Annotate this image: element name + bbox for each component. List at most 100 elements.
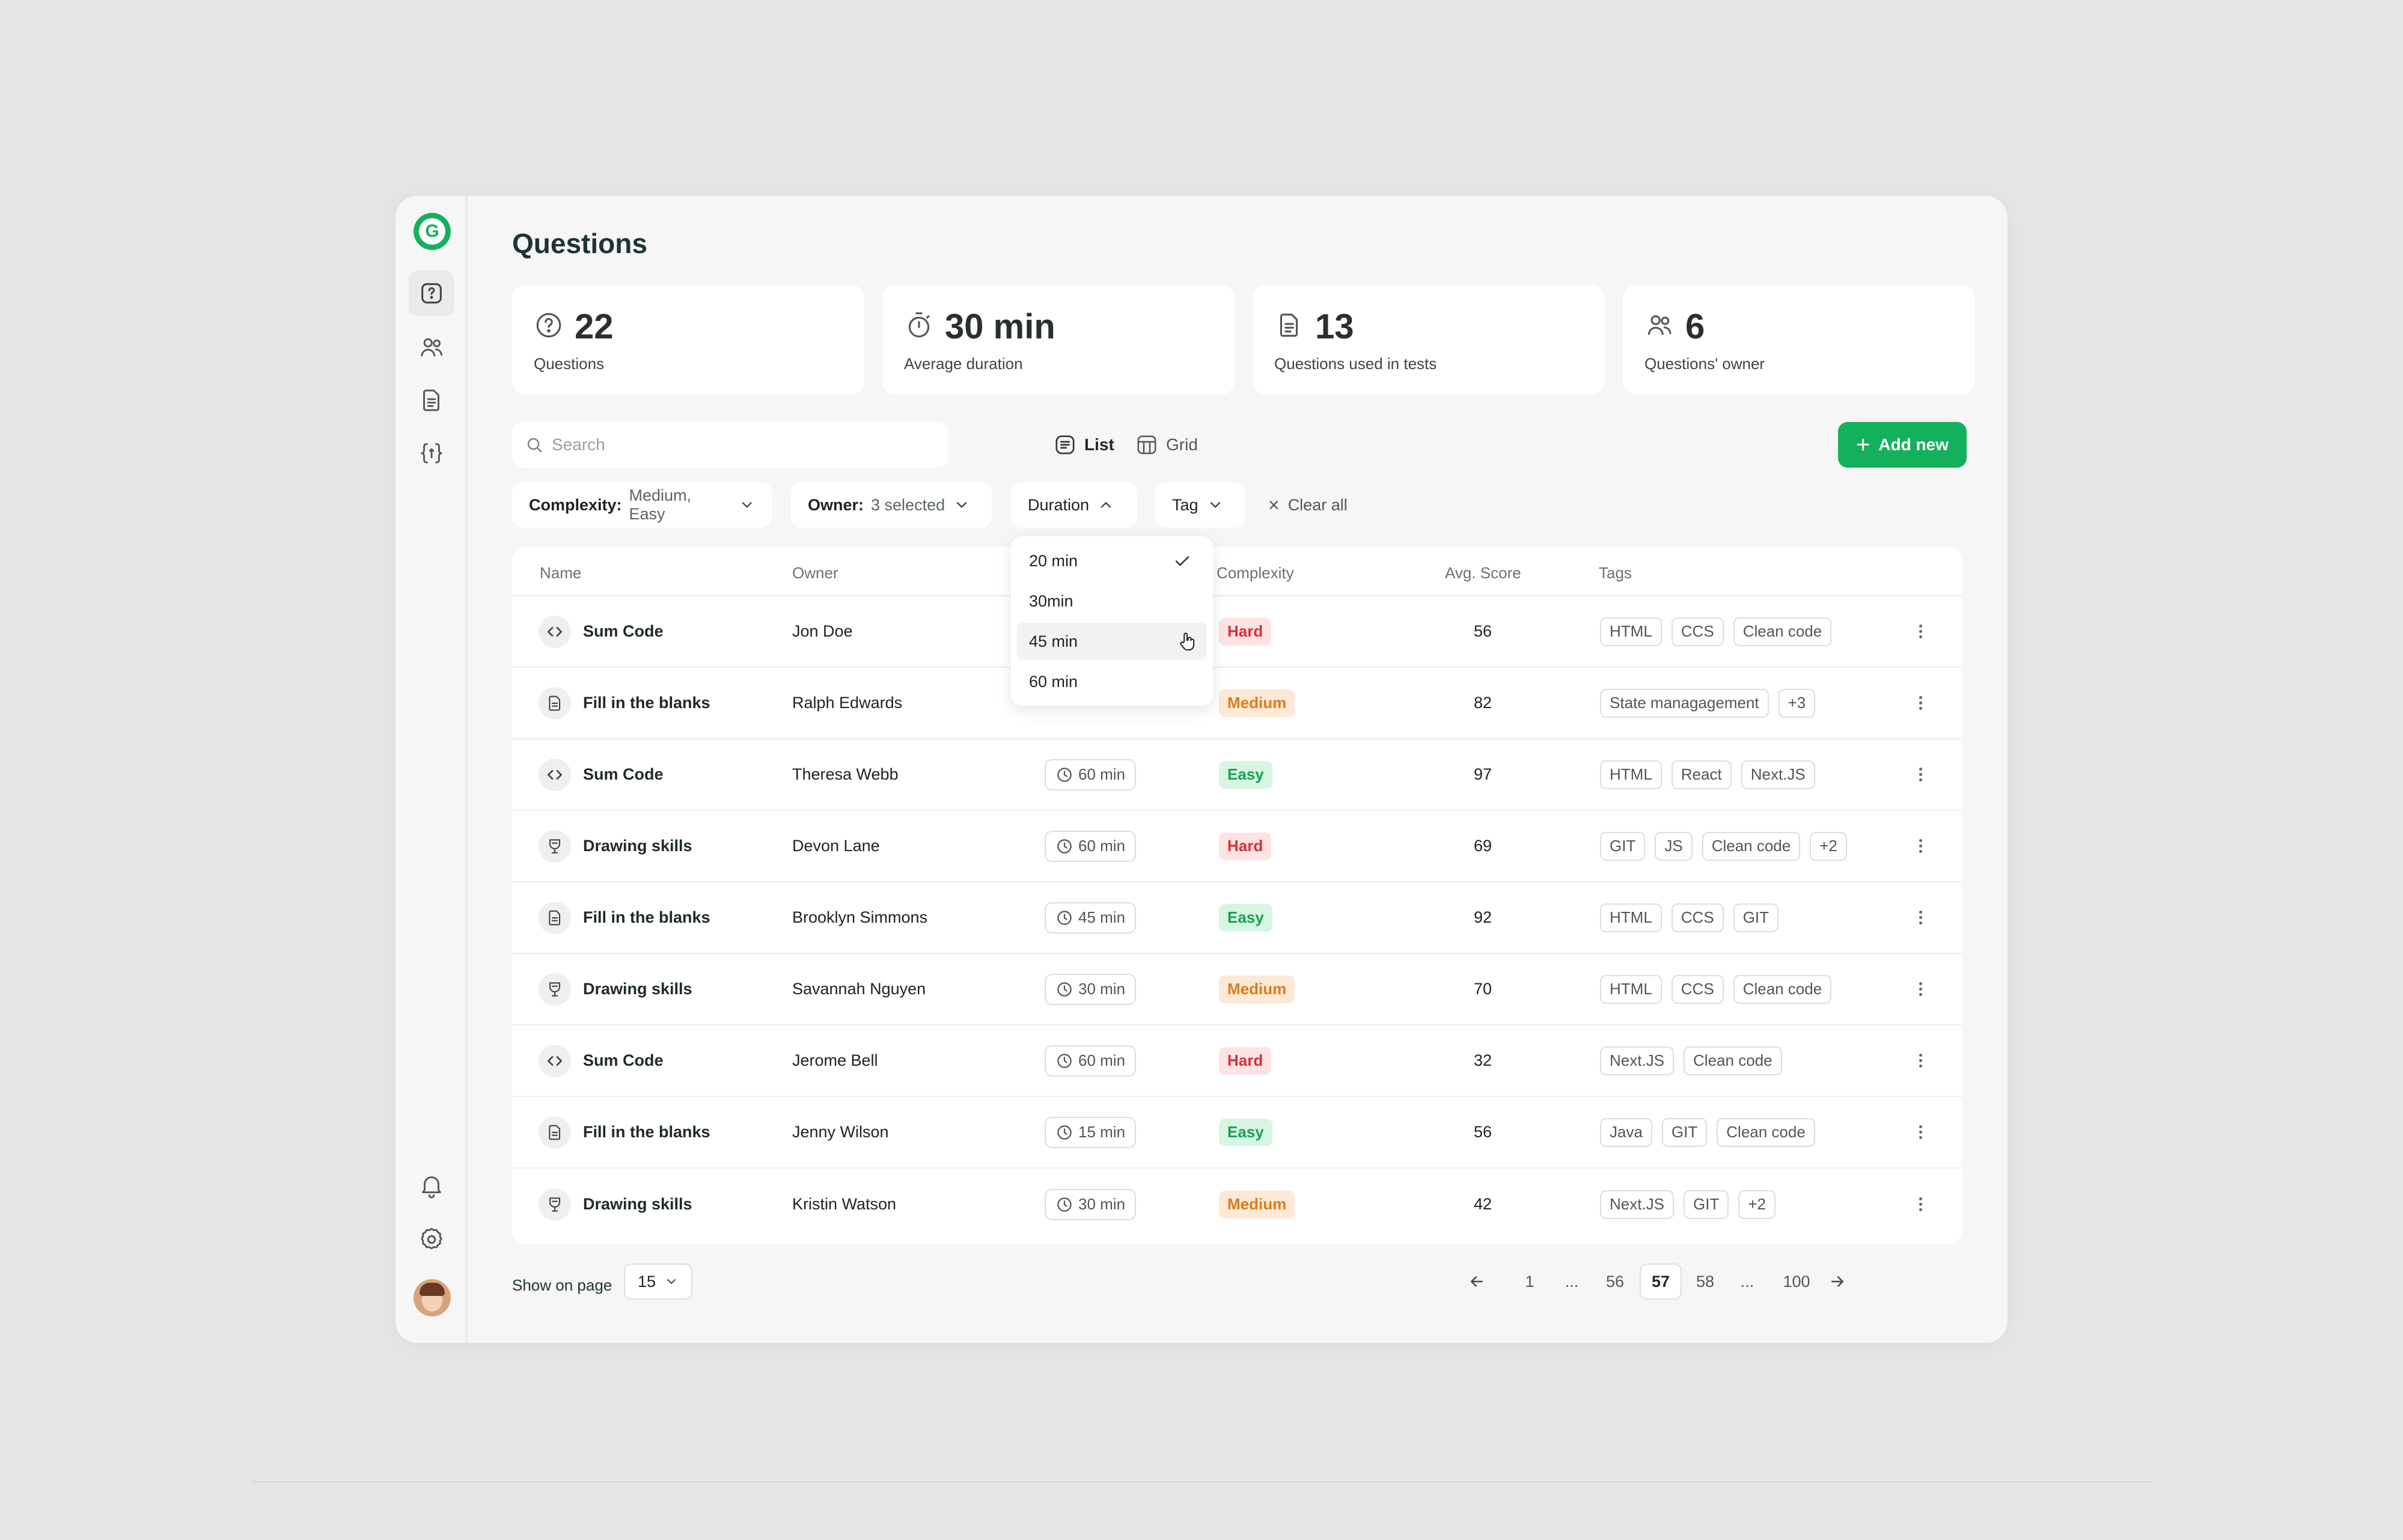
header-score[interactable]: Avg. Score xyxy=(1445,564,1521,582)
score-cell: 97 xyxy=(1474,765,1492,783)
page-button[interactable]: 100 xyxy=(1783,1272,1810,1291)
tag: State managagement xyxy=(1600,688,1769,718)
search-box[interactable] xyxy=(512,422,948,468)
score-cell: 82 xyxy=(1474,694,1492,712)
duration-option[interactable]: 20 min xyxy=(1017,542,1207,579)
sidebar-item-questions[interactable] xyxy=(409,270,454,316)
name-cell: Fill in the blanks xyxy=(539,1097,710,1167)
tags-cell: Java GIT Clean code xyxy=(1600,1097,1825,1167)
duration-option-hovered[interactable]: 45 min xyxy=(1017,623,1207,660)
tags-cell: HTML CCS Clean code xyxy=(1600,596,1841,667)
divider-line xyxy=(252,1481,2152,1482)
duration-cell: 45 min xyxy=(1045,882,1137,953)
settings-button[interactable] xyxy=(409,1217,454,1262)
table-row[interactable]: Drawing skills Kristin Watson 30 min Med… xyxy=(512,1169,1962,1240)
complexity-badge: Easy xyxy=(1219,1118,1272,1146)
header-name[interactable]: Name xyxy=(540,564,582,582)
row-menu-button[interactable] xyxy=(1911,954,1929,1024)
page-button[interactable]: 57 xyxy=(1640,1263,1682,1300)
code-braces-icon xyxy=(421,443,442,463)
tags-cell: HTML React Next.JS xyxy=(1600,739,1825,810)
filter-tag[interactable]: Tag xyxy=(1155,482,1245,528)
complexity-cell: Medium xyxy=(1219,954,1295,1024)
complexity-badge: Hard xyxy=(1219,617,1272,646)
question-name[interactable]: Sum Code xyxy=(583,622,664,640)
search-input[interactable] xyxy=(552,435,924,454)
table-row[interactable]: Fill in the blanks Brooklyn Simmons 45 m… xyxy=(512,882,1962,954)
notifications-button[interactable] xyxy=(409,1163,454,1208)
question-name[interactable]: Fill in the blanks xyxy=(583,1123,710,1141)
tag: Clean code xyxy=(1733,974,1832,1004)
question-name[interactable]: Sum Code xyxy=(583,765,664,783)
app-logo[interactable]: G xyxy=(414,213,451,250)
add-new-button[interactable]: + Add new xyxy=(1838,422,1967,468)
complexity-cell: Easy xyxy=(1219,739,1272,810)
sidebar-item-tests[interactable] xyxy=(409,377,454,423)
tag: JS xyxy=(1655,831,1693,861)
table-row[interactable]: Fill in the blanks Ralph Edwards Medium … xyxy=(512,668,1962,739)
question-name[interactable]: Fill in the blanks xyxy=(583,908,710,926)
page-button[interactable]: 1 xyxy=(1525,1272,1534,1291)
table-row[interactable]: Drawing skills Devon Lane 60 min Hard 69… xyxy=(512,811,1962,882)
row-menu-button[interactable] xyxy=(1911,668,1929,738)
next-page-button[interactable] xyxy=(1822,1263,1852,1300)
row-menu-button[interactable] xyxy=(1911,1025,1929,1096)
table-row[interactable]: Drawing skills Savannah Nguyen 30 min Me… xyxy=(512,954,1962,1025)
chevron-down-icon xyxy=(1210,502,1220,508)
row-menu-button[interactable] xyxy=(1911,811,1929,881)
avatar[interactable] xyxy=(414,1279,451,1316)
tag: HTML xyxy=(1600,617,1662,646)
clock-icon xyxy=(1057,910,1072,925)
header-complexity[interactable]: Complexity xyxy=(1217,564,1294,582)
stat-label: Questions' owner xyxy=(1644,355,1765,373)
row-menu-button[interactable] xyxy=(1911,1169,1929,1240)
table-row[interactable]: Fill in the blanks Jenny Wilson 15 min E… xyxy=(512,1097,1962,1169)
table-row[interactable]: Sum Code Jerome Bell 60 min Hard 32 Next… xyxy=(512,1025,1962,1097)
duration-value: 30 min xyxy=(1078,980,1126,998)
page-ellipsis: ... xyxy=(1740,1272,1754,1291)
score-cell: 56 xyxy=(1474,622,1492,640)
row-menu-button[interactable] xyxy=(1911,596,1929,667)
sidebar-item-users[interactable] xyxy=(409,325,454,370)
brush-icon xyxy=(539,973,571,1006)
page-button[interactable]: 58 xyxy=(1696,1272,1715,1291)
prev-page-button[interactable] xyxy=(1462,1263,1492,1300)
question-name[interactable]: Sum Code xyxy=(583,1051,664,1069)
code-icon xyxy=(539,615,571,648)
owner-cell: Brooklyn Simmons xyxy=(792,908,928,926)
header-owner[interactable]: Owner xyxy=(792,564,838,582)
filter-label: Tag xyxy=(1172,495,1198,514)
clear-all-button[interactable]: × Clear all xyxy=(1268,482,1348,528)
question-name[interactable]: Fill in the blanks xyxy=(583,694,710,712)
page-button[interactable]: 56 xyxy=(1605,1272,1625,1291)
duration-option[interactable]: 30min xyxy=(1017,582,1207,620)
tags-cell: Next.JS GIT +2 xyxy=(1600,1169,1785,1240)
stat-value: 13 xyxy=(1315,307,1354,346)
filter-label: Complexity: xyxy=(529,495,622,514)
table-row[interactable]: Sum Code Jon Doe Hard 56 HTML CCS Clean co… xyxy=(512,596,1962,668)
question-name[interactable]: Drawing skills xyxy=(583,980,692,998)
tag: +2 xyxy=(1738,1190,1776,1219)
row-menu-button[interactable] xyxy=(1911,882,1929,953)
check-icon xyxy=(1175,556,1189,566)
duration-cell: 30 min xyxy=(1045,1169,1137,1240)
question-name[interactable]: Drawing skills xyxy=(583,837,692,855)
filter-complexity[interactable]: Complexity: Medium, Easy xyxy=(512,482,772,528)
duration-option[interactable]: 60 min xyxy=(1017,663,1207,700)
filter-duration[interactable]: Duration xyxy=(1011,482,1137,528)
view-list-button[interactable]: List xyxy=(1053,427,1114,463)
sidebar-item-code[interactable] xyxy=(409,430,454,476)
header-tags[interactable]: Tags xyxy=(1599,564,1632,582)
per-page-select[interactable]: 15 xyxy=(624,1263,692,1300)
filter-owner[interactable]: Owner: 3 selected xyxy=(791,482,992,528)
row-menu-button[interactable] xyxy=(1911,739,1929,810)
question-name[interactable]: Drawing skills xyxy=(583,1195,692,1213)
table-row[interactable]: Sum Code Theresa Webb 60 min Easy 97 HTM… xyxy=(512,739,1962,811)
complexity-badge: Easy xyxy=(1219,760,1272,789)
brush-icon xyxy=(539,830,571,863)
view-grid-button[interactable]: Grid xyxy=(1135,427,1198,463)
option-label: 30min xyxy=(1029,591,1073,610)
row-menu-button[interactable] xyxy=(1911,1097,1929,1167)
more-vertical-icon xyxy=(1911,839,1929,853)
complexity-cell: Easy xyxy=(1219,882,1272,953)
